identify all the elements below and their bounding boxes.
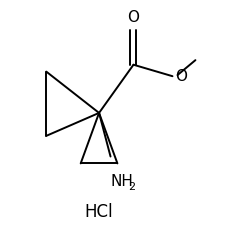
Text: O: O [175, 69, 187, 84]
Text: NH: NH [111, 174, 133, 189]
Text: HCl: HCl [85, 203, 113, 221]
Text: O: O [127, 10, 140, 25]
Text: 2: 2 [128, 182, 135, 192]
